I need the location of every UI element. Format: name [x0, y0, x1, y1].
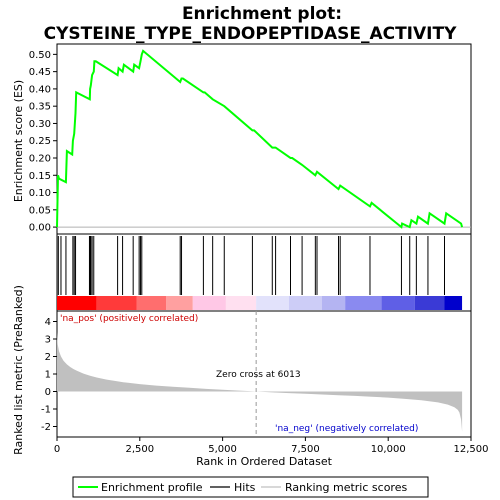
es-tick-label: 0.05 [29, 205, 51, 216]
metric-y-axis: 4 3 2 1 0 -1 -2 [41, 317, 57, 433]
x-tick-label: 12,500 [454, 444, 489, 455]
es-tick-label: 0.10 [29, 188, 51, 199]
color-bar-segment [96, 296, 137, 310]
color-bar-segment [321, 296, 346, 310]
x-tick-label: 7,500 [291, 444, 320, 455]
color-bar-segment [414, 296, 445, 310]
x-tick-label: 0 [54, 444, 60, 455]
color-bar-segment [288, 296, 322, 310]
legend-label-hits: Hits [234, 481, 256, 494]
legend-label-ranking: Ranking metric scores [285, 481, 407, 494]
color-bar-segment [345, 296, 382, 310]
es-tick-label: 0.15 [29, 171, 51, 182]
neg-correlated-label: 'na_neg' (negatively correlated) [275, 424, 418, 434]
es-tick-label: 0.30 [29, 119, 51, 130]
ranked-metric-area [57, 311, 463, 437]
color-bar-segment [381, 296, 415, 310]
chart-title-line-2: CYSTEINE_TYPE_ENDOPEPTIDASE_ACTIVITY [44, 24, 457, 44]
metric-tick-label: 4 [45, 317, 51, 328]
x-tick-label: 10,000 [371, 444, 406, 455]
metric-tick-label: -2 [41, 422, 51, 433]
color-bar-segment [225, 296, 257, 310]
es-tick-label: 0.45 [29, 67, 51, 78]
metric-panel [56, 310, 472, 438]
es-tick-label: 0.35 [29, 102, 51, 113]
zero-cross-label: Zero cross at 6013 [216, 370, 301, 380]
color-bar-segment [136, 296, 167, 310]
enrichment-profile [56, 49, 464, 229]
pos-correlated-label: 'na_pos' (positively correlated) [60, 314, 198, 324]
enrichment-profile-line [56, 49, 464, 229]
color-bar-segment [444, 296, 463, 310]
ranking-color-bar [57, 296, 463, 310]
color-bar-segment [166, 296, 193, 310]
metric-axis-label: Ranked list metric (PreRanked) [12, 285, 25, 455]
es-tick-label: 0.50 [29, 50, 51, 61]
es-tick-label: 0.25 [29, 136, 51, 147]
color-bar-segment [57, 296, 97, 310]
x-tick-label: 5,000 [208, 444, 237, 455]
legend [72, 476, 429, 498]
metric-tick-label: -1 [41, 405, 51, 416]
metric-tick-label: 1 [45, 370, 51, 381]
hit-markers [57, 236, 446, 295]
x-tick-label: 2,500 [125, 444, 154, 455]
es-tick-label: 0.40 [29, 84, 51, 95]
chart-title-line-1: Enrichment plot: [182, 4, 342, 24]
metric-tick-label: 3 [45, 335, 51, 346]
es-y-axis: 0.00 0.05 0.10 0.15 0.20 0.25 0.30 0.35 0.40 0.45… [29, 50, 57, 234]
color-bar-segment [192, 296, 226, 310]
es-tick-label: 0.20 [29, 154, 51, 165]
legend-label-enrichment: Enrichment profile [101, 481, 203, 494]
es-axis-label: Enrichment score (ES) [12, 80, 25, 202]
x-axis: 0 2,500 5,000 7,500 10,000 12,500 [54, 437, 489, 455]
x-axis-label: Rank in Ordered Dataset [196, 455, 333, 468]
metric-tick-label: 0 [45, 387, 51, 398]
metric-tick-label: 2 [45, 352, 51, 363]
es-tick-label: 0.00 [29, 223, 51, 234]
color-bar-segment [256, 296, 289, 310]
